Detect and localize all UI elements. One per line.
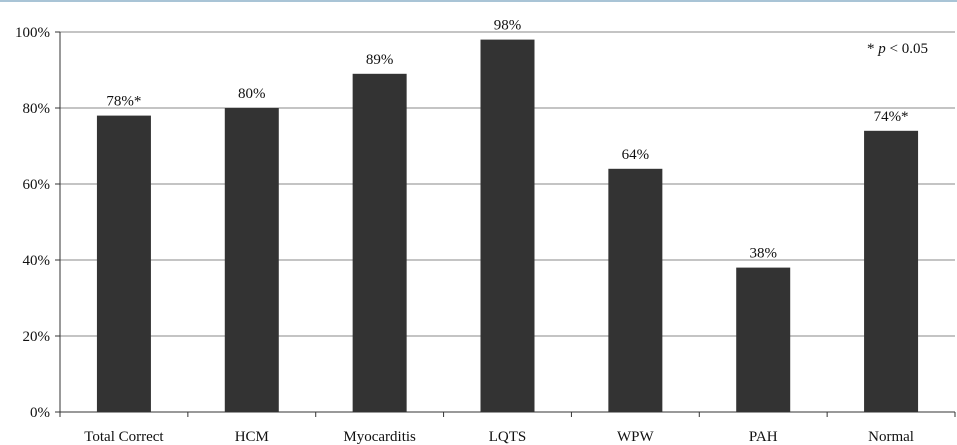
y-tick-label-40: 40% [23, 253, 51, 269]
category-label-lqts: LQTS [489, 429, 527, 445]
bar-pah [736, 267, 791, 412]
significance-note: * p < 0.05 [867, 41, 928, 57]
note-suffix: < 0.05 [886, 41, 928, 57]
data-label-wpw: 64% [622, 147, 650, 163]
bar-normal [864, 130, 919, 413]
bars [96, 39, 919, 413]
data-label-pah: 38% [749, 246, 777, 262]
top-border [0, 0, 957, 2]
data-label-myocarditis: 89% [366, 52, 394, 68]
category-label-total-correct: Total Correct [84, 429, 164, 445]
category-label-myocarditis: Myocarditis [343, 429, 416, 445]
category-label-hcm: HCM [235, 429, 269, 445]
bar-lqts [480, 39, 535, 412]
data-labels: 78%* 80% 89% 98% 64% 38% 74%* [106, 18, 908, 262]
bar-hcm [224, 108, 279, 412]
data-label-total-correct: 78%* [106, 94, 141, 110]
category-label-pah: PAH [749, 429, 778, 445]
bar-total-correct [96, 115, 151, 412]
y-tick-label-0: 0% [30, 405, 50, 421]
y-tick-label-60: 60% [23, 177, 51, 193]
category-label-wpw: WPW [617, 429, 655, 445]
bar-myocarditis [352, 73, 407, 413]
category-label-normal: Normal [868, 429, 914, 445]
data-label-normal: 74%* [874, 109, 909, 125]
y-tick-labels: 0% 20% 40% 60% 80% 100% [15, 25, 50, 421]
category-labels: Total Correct HCM Myocarditis LQTS WPW PAH Nor… [84, 429, 914, 445]
bar-wpw [608, 168, 663, 412]
note-p: p [877, 41, 886, 57]
y-tick-label-80: 80% [23, 101, 51, 117]
y-tick-label-100: 100% [15, 25, 50, 41]
data-label-lqts: 98% [494, 18, 522, 34]
y-tick-label-20: 20% [23, 329, 51, 345]
note-prefix: * [867, 41, 878, 57]
data-label-hcm: 80% [238, 86, 266, 102]
